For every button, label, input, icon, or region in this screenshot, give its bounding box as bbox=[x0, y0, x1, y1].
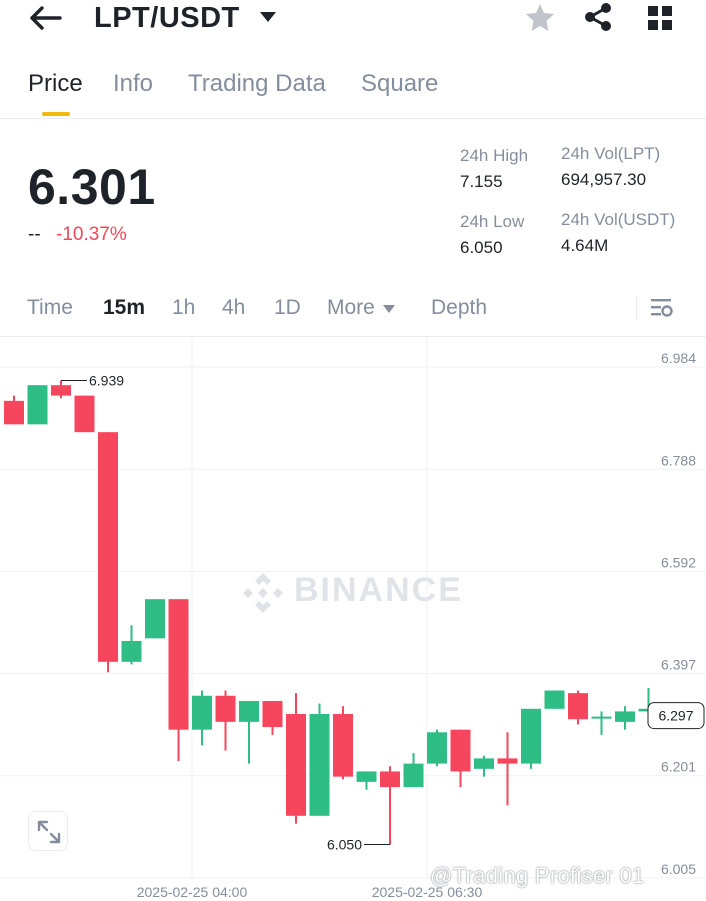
low-marker-label: 6.050 bbox=[327, 837, 362, 853]
candle-body bbox=[380, 771, 400, 788]
candle-body bbox=[51, 385, 71, 396]
last-price: 6.301 bbox=[28, 159, 156, 215]
tab-price[interactable]: Price bbox=[28, 70, 83, 97]
y-tick-label: 6.984 bbox=[661, 350, 696, 366]
y-tick-label: 6.592 bbox=[661, 555, 696, 571]
candle-body bbox=[591, 716, 612, 719]
back-arrow-icon[interactable] bbox=[28, 4, 64, 32]
star-icon[interactable] bbox=[524, 2, 556, 32]
tab-info[interactable]: Info bbox=[113, 70, 154, 97]
divider bbox=[0, 336, 706, 337]
expand-icon bbox=[37, 820, 61, 844]
interval-1h[interactable]: 1h bbox=[172, 296, 196, 319]
candle-body bbox=[450, 729, 471, 772]
separator bbox=[636, 296, 637, 320]
credit-watermark: @Trading Profiser 01 bbox=[430, 863, 645, 888]
candle-body bbox=[474, 758, 494, 769]
chart-settings-icon[interactable] bbox=[648, 294, 676, 322]
candle-body bbox=[145, 599, 165, 639]
candle-body bbox=[121, 640, 142, 662]
y-tick-label: 6.788 bbox=[661, 452, 696, 468]
candle-body bbox=[215, 695, 236, 722]
high-label: 24h High bbox=[460, 146, 529, 165]
divider bbox=[0, 118, 706, 119]
vol-base-label: 24h Vol(LPT) bbox=[561, 144, 661, 163]
candle-body bbox=[544, 690, 565, 709]
high-marker-label: 6.939 bbox=[89, 372, 124, 388]
candle-body bbox=[192, 695, 212, 730]
candle-body bbox=[356, 771, 377, 782]
candle-body bbox=[286, 714, 306, 816]
candle-body bbox=[74, 395, 95, 433]
grid-icon[interactable] bbox=[646, 4, 674, 32]
interval-depth[interactable]: Depth bbox=[431, 296, 488, 319]
caret-down-icon[interactable] bbox=[258, 10, 278, 24]
tab-square[interactable]: Square bbox=[361, 70, 439, 97]
vol-quote-label: 24h Vol(USDT) bbox=[561, 210, 676, 229]
current-price-label: 6.297 bbox=[658, 708, 693, 724]
vol-base-value: 694,957.30 bbox=[561, 170, 647, 189]
binance-logo-icon bbox=[243, 573, 283, 613]
candle-body bbox=[497, 758, 518, 764]
candle-body bbox=[333, 714, 353, 777]
candle-body bbox=[568, 693, 588, 720]
x-tick-label: 2025-02-25 06:30 bbox=[372, 884, 483, 900]
active-tab-indicator bbox=[42, 112, 70, 116]
current-price-tag bbox=[647, 702, 705, 730]
share-icon[interactable] bbox=[582, 2, 614, 32]
candle-body bbox=[403, 763, 424, 788]
interval-time[interactable]: Time bbox=[27, 296, 73, 319]
candle-body bbox=[98, 432, 118, 662]
candle-body bbox=[262, 700, 283, 728]
expand-button[interactable] bbox=[28, 811, 68, 851]
top-bar: LPT/USDT bbox=[0, 0, 706, 40]
candle-body bbox=[4, 400, 24, 425]
candle-body bbox=[615, 711, 635, 722]
fiat-price: -- bbox=[28, 224, 41, 245]
x-tick-label: 2025-02-25 04:00 bbox=[137, 884, 248, 900]
candle-body bbox=[427, 732, 447, 764]
pair-title[interactable]: LPT/USDT bbox=[94, 2, 240, 34]
interval-4h[interactable]: 4h bbox=[222, 296, 246, 319]
candle-body bbox=[521, 708, 541, 764]
y-tick-label: 6.201 bbox=[661, 759, 696, 775]
interval-15m[interactable]: 15m bbox=[103, 296, 146, 319]
candle-body bbox=[309, 714, 330, 816]
candle-body bbox=[168, 599, 189, 730]
low-value: 6.050 bbox=[460, 238, 503, 257]
tab-trading-data[interactable]: Trading Data bbox=[188, 70, 326, 97]
high-value: 7.155 bbox=[460, 172, 503, 191]
candlestick-chart[interactable]: BINANCE 6.984 6.788 6.592 6.397 6.201 6.005 20… bbox=[0, 337, 706, 901]
interval-1d[interactable]: 1D bbox=[274, 296, 301, 319]
main-tabs: Price Info Trading Data Square bbox=[0, 66, 706, 118]
price-change: -10.37% bbox=[56, 224, 127, 245]
caret-down-icon[interactable] bbox=[382, 304, 396, 314]
candle-body bbox=[239, 700, 259, 722]
interval-bar: Time 15m 1h 4h 1D More Depth bbox=[0, 290, 706, 334]
watermark: BINANCE bbox=[294, 571, 463, 609]
y-tick-label: 6.005 bbox=[661, 861, 696, 877]
candle-body bbox=[27, 385, 48, 425]
interval-more[interactable]: More bbox=[327, 296, 375, 319]
chart-canvas: 6.984 6.788 6.592 6.397 6.201 6.005 2025-02-25… bbox=[0, 337, 706, 900]
y-tick-label: 6.397 bbox=[661, 656, 696, 672]
vol-quote-value: 4.64M bbox=[561, 236, 609, 255]
low-label: 24h Low bbox=[460, 212, 525, 231]
